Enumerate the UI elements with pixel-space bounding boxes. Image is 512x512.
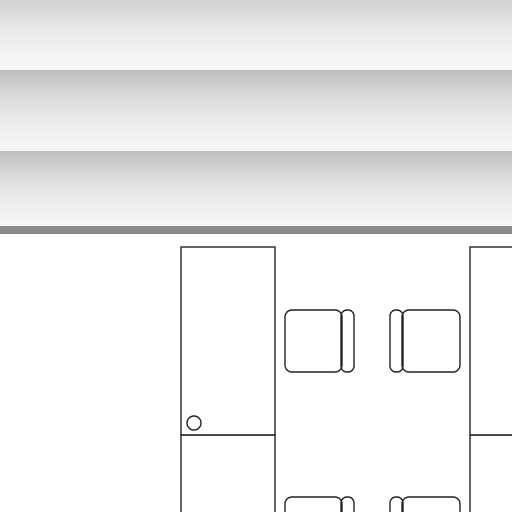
left-cabinet — [180, 246, 276, 512]
window-blind-panel-1 — [0, 0, 512, 70]
wall-line — [0, 226, 512, 234]
right-cabinet — [469, 246, 512, 512]
window-blind-panel-3 — [0, 151, 512, 226]
armchair-icon — [389, 309, 461, 373]
left-cabinet-lower — [180, 434, 276, 512]
right-cabinet-lower — [469, 434, 512, 512]
cabinet-knob-icon — [186, 415, 202, 431]
armchair-icon — [389, 496, 461, 512]
armchair-icon — [284, 309, 355, 373]
armchair-icon — [284, 496, 355, 512]
right-cabinet-upper — [469, 246, 512, 436]
window-blind-panel-2 — [0, 70, 512, 151]
left-cabinet-upper — [180, 246, 276, 436]
